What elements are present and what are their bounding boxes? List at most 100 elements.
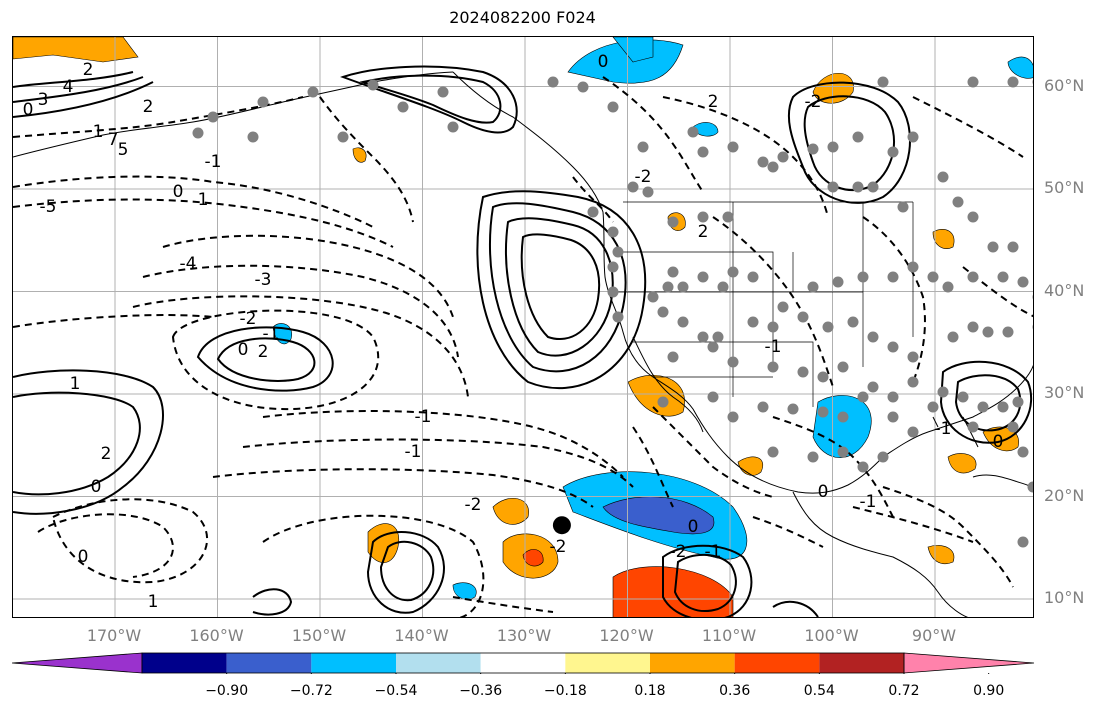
contour-solid [216,337,316,382]
station-dot [817,406,829,418]
station-dot [767,361,779,373]
station-dot [657,306,669,318]
contour-label: 0 [598,52,609,72]
station-dot [437,86,449,98]
contour-label: 0 [91,477,102,497]
contour-label: -2 [805,92,822,112]
anomaly-region [452,582,477,600]
anomaly-region [947,453,977,474]
contour-label: -1 [263,324,280,344]
lon-label: 150°W [291,626,347,645]
station-dot [337,131,349,143]
contour-solid [505,217,614,357]
colorbar-outline [141,652,905,674]
contour-label: -2 [465,495,482,515]
contour-solid [787,81,911,204]
colorbar-extend-low [12,652,143,674]
anomaly-region [982,426,1019,452]
anomaly-region [522,549,544,567]
station-dot [857,391,869,403]
contour-dashed [13,96,304,138]
station-dot [1032,294,1033,300]
station-dot [817,371,829,383]
station-dot [207,111,219,123]
contour-label: 1 [70,374,81,394]
contour-label: 0 [23,100,34,120]
contour-label: 5 [118,140,129,160]
contour-dashed [162,234,454,318]
contour-label: 1 [93,122,104,142]
station-dot [1007,241,1019,253]
contour-dashed [312,86,414,223]
station-dot [637,141,649,153]
station-dot [827,181,839,193]
contour-dashed [632,426,674,508]
station-dot [952,196,964,208]
station-dot [947,331,959,343]
contour-dashed [572,176,614,223]
anomaly-region [1007,56,1033,79]
contour-dashed [712,216,834,388]
station-dot [927,401,939,413]
contour-dashed [51,498,209,584]
station-dot [612,246,624,258]
anomaly-shading [13,37,1033,617]
station-dot [707,341,719,353]
contour-solid [954,374,1022,432]
station-dot [987,241,999,253]
station-dot [612,311,624,323]
station-dot [662,281,674,293]
contour-labels: 2430175210-1-5-4-3-2-102120-1-2-1-2012-1… [23,52,1004,612]
contour-dashed [13,198,394,248]
station-dot [832,276,844,288]
state-border [613,251,774,367]
lon-label: 90°W [911,626,957,645]
contour-solid [13,369,164,515]
station-dot [942,281,954,293]
station-dot [767,321,779,333]
contour-label: 0 [993,432,1004,452]
station-dot [887,391,899,403]
station-dot [887,341,899,353]
lon-label: 120°W [599,626,654,645]
station-dot [727,411,739,423]
station-dot [727,141,739,153]
contour-label: -1 [860,492,877,512]
contour-dashed [142,264,459,358]
colorbar-segment [565,653,650,673]
lat-label: 40°N [1044,280,1085,300]
coastline [972,474,1033,489]
station-dot [887,271,899,283]
station-dot [807,143,819,155]
station-dot [257,96,269,108]
contour-dashed [452,596,554,613]
station-dot [927,271,939,283]
station-dot [957,391,969,403]
station-dot [787,403,799,415]
contour-label: -1 [765,337,782,357]
contour-dashed [652,406,774,498]
station-dot [667,351,679,363]
station-dot [937,386,949,398]
contour-dashed [262,410,624,478]
station-dot [727,356,739,368]
contour-label: 2 [708,92,719,112]
station-dot [967,76,979,88]
lon-label: 170°W [86,626,142,645]
station-dot [797,311,809,323]
lat-label: 20°N [1044,485,1085,505]
contour-label: -1 [935,419,952,439]
station-dot [607,261,619,273]
station-dot [1017,536,1029,548]
colorbar-tick-label: 0.36 [719,683,751,699]
contour-solid [340,65,518,134]
station-dot [867,331,879,343]
station-dot [747,271,759,283]
contour-label: -1 [205,152,222,172]
colorbar [12,652,1035,674]
contour-label: -2 [240,309,257,329]
contour-dashed [262,514,485,617]
station-dot [767,161,779,173]
state-border [633,341,814,407]
large-marker-dot [552,516,571,535]
